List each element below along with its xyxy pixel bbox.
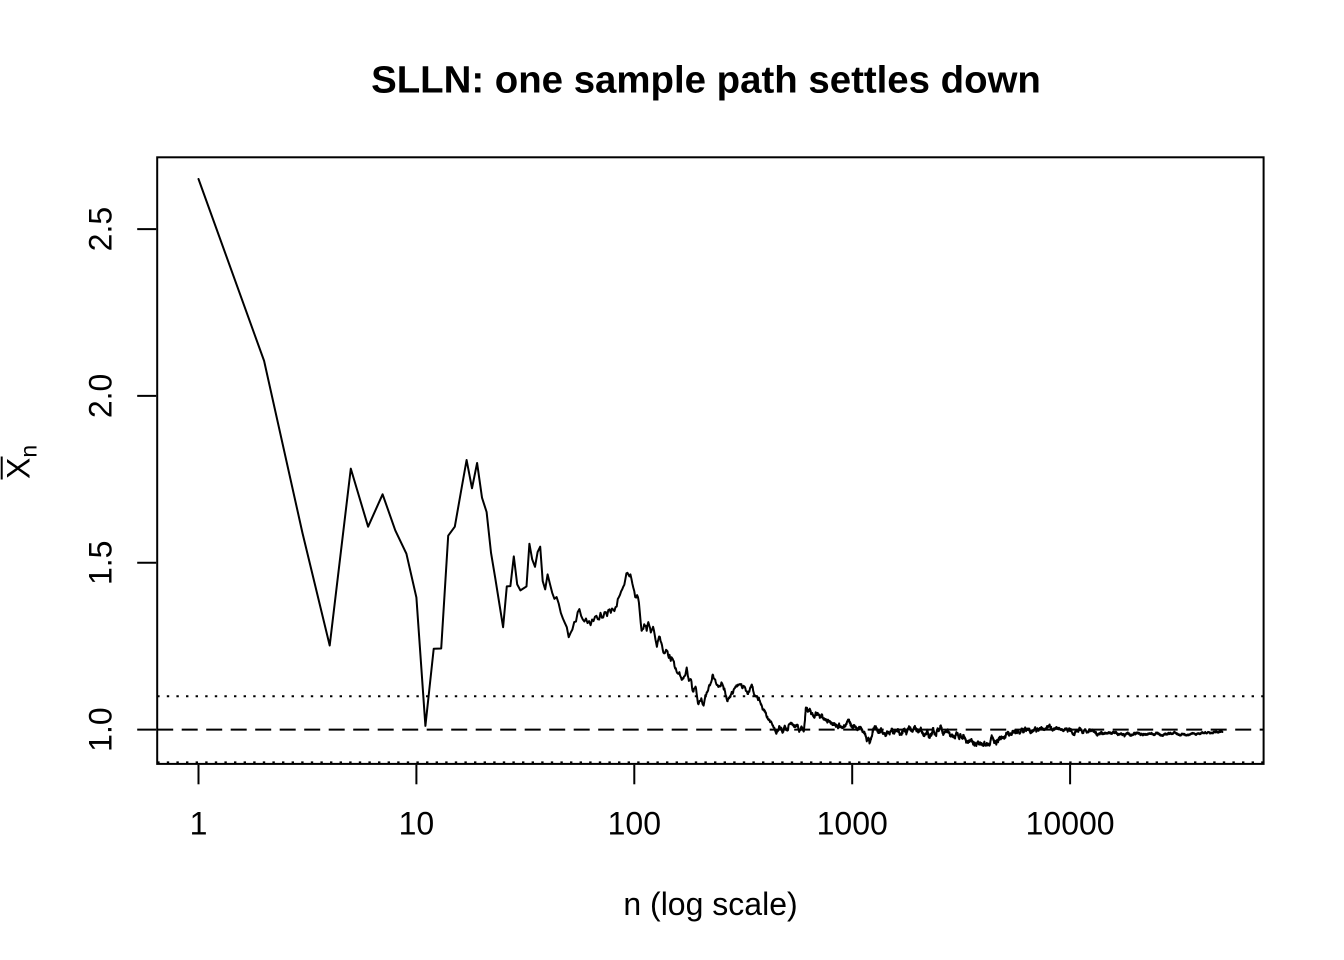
svg-text:1.5: 1.5 (83, 541, 119, 585)
svg-text:10: 10 (399, 806, 435, 842)
svg-text:1000: 1000 (817, 806, 888, 842)
svg-text:10000: 10000 (1026, 806, 1115, 842)
svg-text:100: 100 (608, 806, 661, 842)
svg-text:2.5: 2.5 (83, 207, 119, 251)
svg-text:1: 1 (190, 806, 208, 842)
svg-text:n (log scale): n (log scale) (623, 886, 797, 922)
svg-text:SLLN: one sample path settles: SLLN: one sample path settles down (371, 59, 1041, 102)
svg-text:2.0: 2.0 (83, 374, 119, 418)
svg-text:1.0: 1.0 (83, 707, 119, 751)
